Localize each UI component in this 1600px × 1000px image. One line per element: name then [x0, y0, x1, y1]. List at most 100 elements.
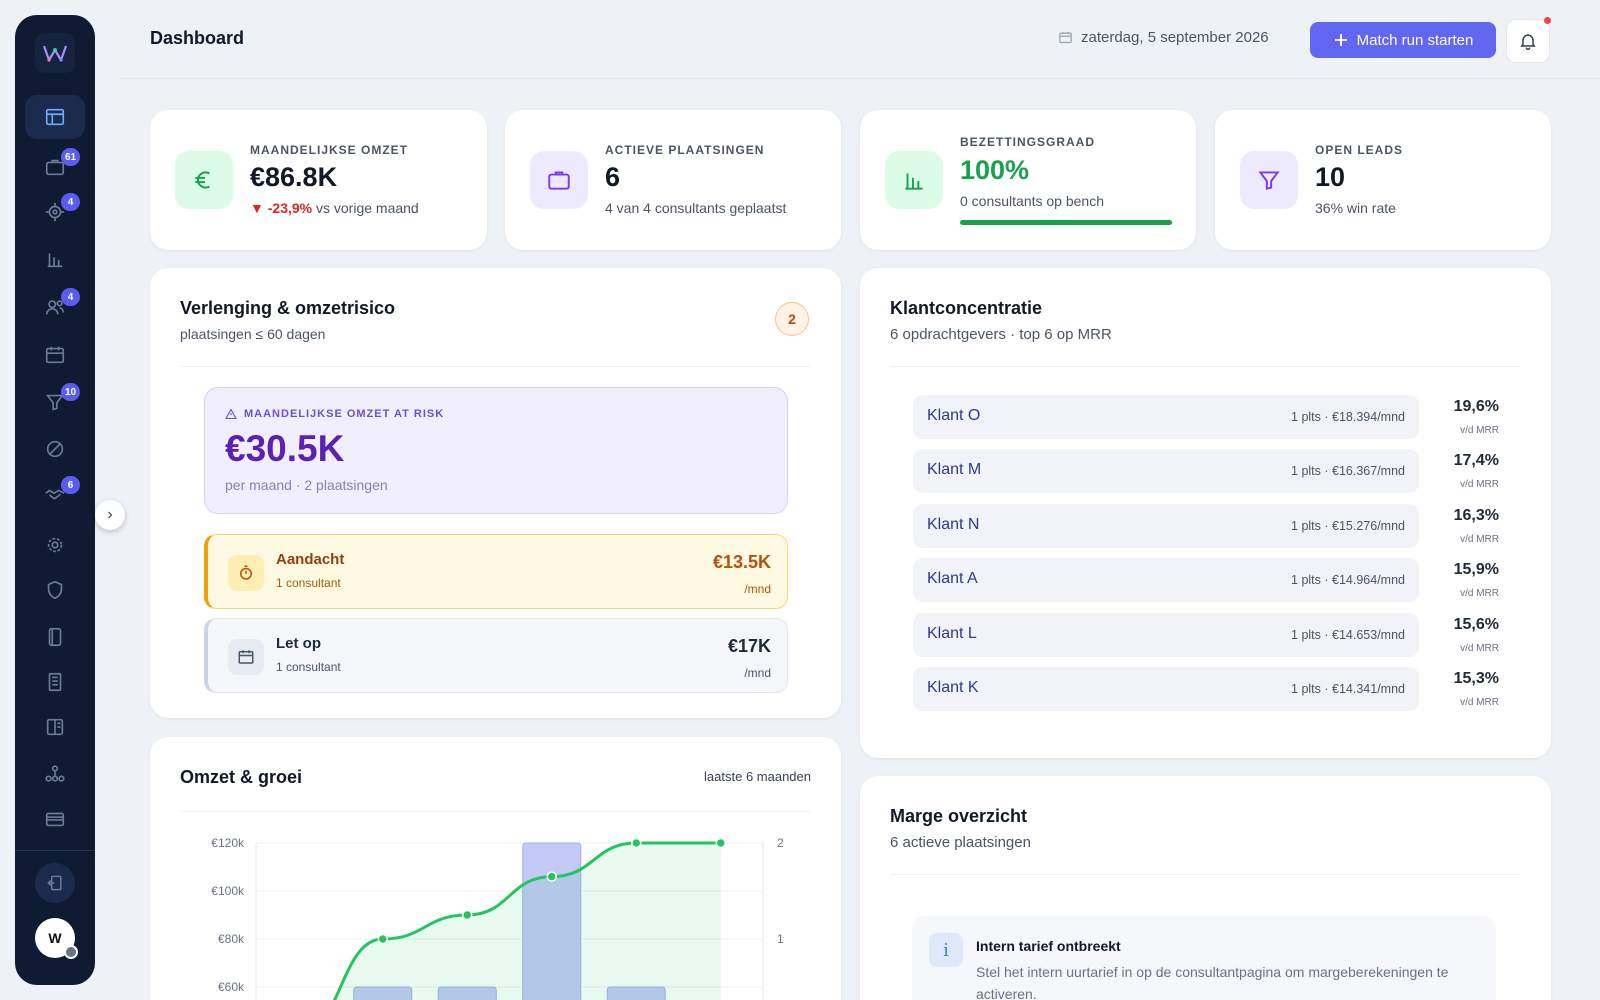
matching-badge: 4	[61, 193, 80, 211]
client-name: Klant A	[927, 570, 978, 587]
risk-row-amount: €17K	[727, 636, 771, 656]
nav-analytics[interactable]	[25, 237, 85, 281]
nav-documents[interactable]	[25, 615, 85, 659]
y-tick-label: €60k	[218, 980, 245, 994]
risk-row-amount: €13.5K	[712, 552, 771, 572]
match-run-button[interactable]: Match run starten	[1310, 22, 1496, 58]
warning-icon	[225, 408, 237, 420]
client-row[interactable]: Klant O 1 plts · €18.394/mnd	[913, 395, 1419, 439]
nav-billing[interactable]	[25, 797, 85, 841]
client-pct-sub: v/d MRR	[1460, 588, 1499, 599]
section-divider	[180, 366, 810, 367]
org-chart-icon	[45, 765, 65, 782]
client-name: Klant O	[927, 407, 981, 424]
funnel-icon	[1240, 151, 1298, 209]
handshake-icon	[45, 489, 65, 500]
notifications-button[interactable]	[1506, 17, 1551, 63]
bar-chart-icon	[885, 151, 943, 209]
risk-row-count: 1 consultant	[276, 660, 341, 674]
document-icon	[48, 627, 62, 647]
nav-calendar[interactable]	[25, 333, 85, 377]
page-title: Dashboard	[150, 28, 245, 48]
risk-row-watch[interactable]: Let op 1 consultant €17K /mnd	[204, 618, 788, 693]
nav-settings[interactable]	[25, 523, 85, 567]
client-row[interactable]: Klant L 1 plts · €14.653/mnd	[913, 613, 1419, 657]
info-icon: i	[929, 933, 963, 967]
header-divider	[120, 78, 1600, 79]
client-pct: 19,6%	[1453, 398, 1499, 415]
app-logo[interactable]	[35, 33, 75, 73]
kpi-sub: 36% win rate	[1315, 200, 1396, 216]
kpi-card-occupancy: BEZETTINGSGRAAD 100% 0 consultants op be…	[860, 110, 1196, 250]
nav-dashboard[interactable]	[25, 95, 85, 139]
client-row[interactable]: Klant N 1 plts · €15.276/mnd	[913, 504, 1419, 548]
calendar-icon	[228, 639, 264, 675]
nav-placements[interactable]: 61	[25, 145, 85, 189]
client-pct: 16,3%	[1453, 507, 1499, 524]
shield-icon	[47, 580, 63, 600]
section-subtitle: 6 opdrachtgevers · top 6 op MRR	[890, 326, 1112, 343]
section-divider	[180, 811, 810, 812]
nav-blocked[interactable]	[25, 427, 85, 471]
risk-row-attention[interactable]: Aandacht 1 consultant €13.5K /mnd	[204, 534, 788, 609]
client-pct-sub: v/d MRR	[1460, 643, 1499, 654]
client-name: Klant N	[927, 516, 980, 533]
growth-point	[462, 909, 473, 921]
section-subtitle: 6 actieve plaatsingen	[890, 834, 1031, 851]
client-row[interactable]: Klant K 1 plts · €14.341/mnd	[913, 667, 1419, 711]
building-icon	[48, 672, 62, 692]
client-meta: 1 plts · €14.964/mnd	[1291, 573, 1405, 587]
client-name: Klant K	[927, 679, 979, 696]
notification-dot	[1544, 17, 1551, 24]
notice-title: Intern tarief ontbreekt	[976, 938, 1121, 954]
growth-area	[334, 843, 721, 1000]
placements-badge: 61	[61, 148, 81, 166]
nav-reports[interactable]	[25, 705, 85, 749]
section-title: Omzet & groei	[180, 767, 303, 787]
kpi-card-revenue: MAANDELIJKSE OMZET €86.8K ▼ -23,9% vs vo…	[150, 110, 487, 250]
at-risk-sub: per maand · 2 plaatsingen	[225, 477, 388, 493]
client-row[interactable]: Klant M 1 plts · €16.367/mnd	[913, 449, 1419, 493]
consultants-badge: 4	[61, 288, 80, 306]
occupancy-progress-fill	[960, 220, 1172, 225]
client-meta: 1 plts · €14.341/mnd	[1291, 682, 1405, 696]
date-text: zaterdag, 5 september 2026	[1081, 29, 1269, 46]
client-meta: 1 plts · €16.367/mnd	[1291, 464, 1405, 478]
client-pct: 15,6%	[1453, 616, 1499, 633]
growth-point	[715, 837, 726, 849]
chart-range: laatste 6 maanden	[704, 769, 811, 784]
target-icon	[45, 202, 65, 222]
section-divider	[890, 874, 1520, 875]
at-risk-label: MAANDELIJKSE OMZET AT RISK	[225, 408, 444, 420]
client-pct: 15,3%	[1453, 670, 1499, 687]
calendar-icon	[45, 346, 65, 364]
nav-deals[interactable]: 6	[25, 473, 85, 517]
match-run-label: Match run starten	[1356, 31, 1474, 49]
revenue-bar	[353, 986, 413, 1000]
missing-rate-notice: i Intern tarief ontbreekt Stel het inter…	[912, 916, 1496, 1000]
stopwatch-icon	[228, 555, 264, 591]
sidebar-divider	[15, 850, 95, 851]
y2-tick-label: 1	[777, 932, 784, 946]
growth-point	[546, 871, 557, 882]
nav-buildings[interactable]	[25, 660, 85, 704]
risk-row-name: Aandacht	[276, 551, 345, 568]
deals-badge: 6	[61, 476, 80, 494]
kpi-label: ACTIEVE PLAATSINGEN	[605, 143, 765, 157]
client-row[interactable]: Klant A 1 plts · €14.964/mnd	[913, 558, 1419, 602]
user-avatar[interactable]: W	[35, 918, 78, 959]
logout-button[interactable]	[35, 863, 75, 903]
client-pct: 17,4%	[1453, 452, 1499, 469]
credit-card-icon	[45, 812, 65, 827]
nav-consultants[interactable]: 4	[25, 285, 85, 329]
nav-security[interactable]	[25, 568, 85, 612]
nav-matching[interactable]: 4	[25, 190, 85, 234]
nav-leads[interactable]: 10	[25, 380, 85, 424]
section-title: Klantconcentratie	[890, 298, 1043, 318]
y2-tick-label: 2	[777, 836, 784, 850]
collapse-sidebar-button[interactable]: ›	[95, 500, 125, 530]
plus-icon	[1334, 34, 1347, 46]
risk-row-unit: /mnd	[744, 582, 771, 596]
nav-organisation[interactable]	[25, 752, 85, 796]
avatar-initial: W	[48, 930, 62, 946]
